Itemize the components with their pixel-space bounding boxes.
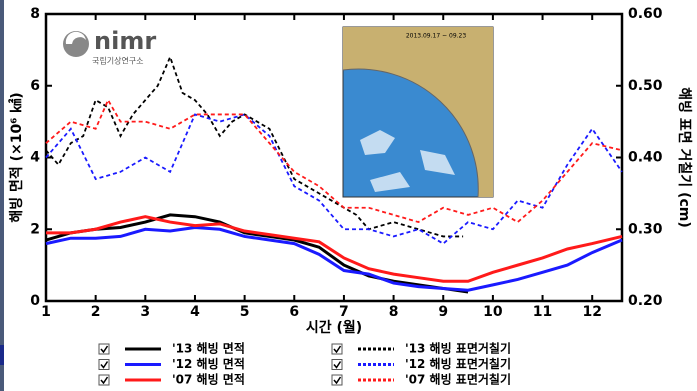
x-tick-label: 4 [190, 304, 200, 320]
y-axis-label: 해빙 면적 (×10⁶ ㎢) [8, 92, 25, 222]
x-tick-label: 1 [41, 304, 51, 320]
chart: nimr 국립기상연구소 2013.09.17 ~ 09.23 12345678… [0, 0, 697, 391]
x-tick-label: 12 [582, 304, 601, 320]
y-tick-label: 6 [30, 78, 40, 94]
inset-date: 2013.09.17 ~ 09.23 [406, 33, 467, 40]
x-tick-label: 2 [91, 304, 101, 320]
y-tick-label: 4 [30, 150, 40, 166]
logo: nimr 국립기상연구소 [63, 27, 156, 66]
x-tick-label: 9 [438, 304, 448, 320]
legend-label: '12 해빙 면적 [172, 356, 245, 371]
x-tick-label: 8 [389, 304, 399, 320]
legend-label: '13 해빙 표면거칠기 [405, 341, 511, 356]
y-tick-label: 8 [30, 6, 40, 22]
y-tick-label: 0 [30, 293, 40, 309]
x-tick-label: 5 [240, 304, 250, 320]
page: nimr 국립기상연구소 2013.09.17 ~ 09.23 12345678… [0, 0, 697, 391]
left-strip [0, 0, 4, 391]
y2-tick-label: 0.20 [628, 293, 663, 309]
legend-label: '07 해빙 표면거칠기 [405, 372, 511, 387]
y2-tick-label: 0.40 [628, 150, 663, 166]
legend-label: '13 해빙 면적 [172, 341, 245, 356]
y-tick-label: 2 [30, 221, 40, 237]
x-tick-label: 3 [140, 304, 150, 320]
x-axis-label: 시간 (월) [306, 319, 362, 336]
inset-map: 2013.09.17 ~ 09.23 [343, 27, 493, 197]
y2-tick-label: 0.30 [628, 221, 663, 237]
legend-label: '12 해빙 표면거칠기 [405, 356, 511, 371]
logo-name: nimr [94, 27, 156, 55]
y2-tick-label: 0.50 [628, 78, 663, 94]
y2-axis-label: 해빙 표면 거칠기 (cm) [676, 87, 693, 227]
series-line [46, 100, 622, 222]
x-tick-label: 10 [483, 304, 503, 320]
x-tick-label: 11 [533, 304, 552, 320]
y2-tick-label: 0.60 [628, 6, 663, 22]
x-tick-label: 6 [289, 304, 299, 320]
left-strip-mark [0, 345, 4, 365]
x-tick-label: 7 [339, 304, 349, 320]
legend-label: '07 해빙 면적 [172, 372, 245, 387]
logo-subtitle: 국립기상연구소 [92, 56, 144, 66]
